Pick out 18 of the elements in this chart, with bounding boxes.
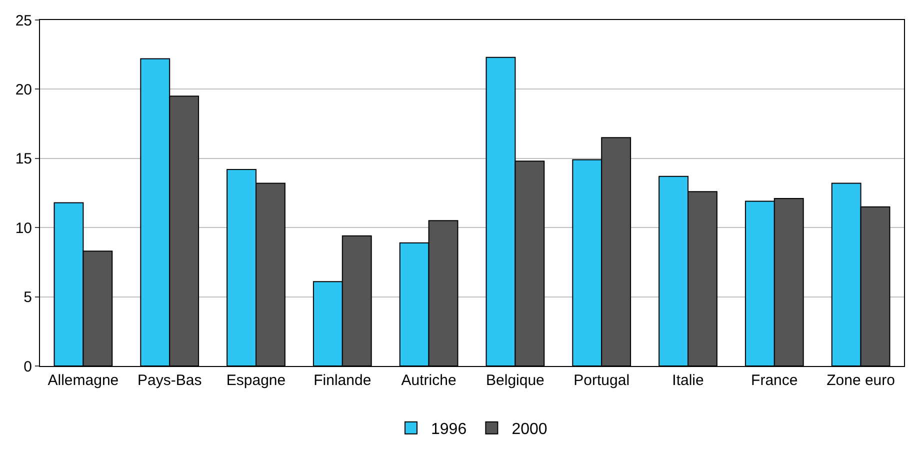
x-tick-label: Pays-Bas — [138, 372, 202, 389]
x-tick-label: Allemagne — [48, 372, 119, 389]
y-tick-label: 20 — [15, 81, 32, 98]
x-tick-label: Portugal — [574, 372, 630, 389]
y-tick-label: 10 — [15, 220, 32, 237]
x-tick-label: France — [751, 372, 798, 389]
legend-label: 2000 — [512, 421, 548, 438]
legend-label: 1996 — [431, 421, 467, 438]
x-tick-label: Belgique — [486, 372, 544, 389]
x-tick-label: Zone euro — [826, 372, 895, 389]
x-tick-label: Finlande — [314, 372, 372, 389]
y-tick-label: 0 — [24, 358, 32, 376]
y-tick-label: 15 — [15, 150, 32, 168]
y-tick-label: 5 — [24, 289, 32, 306]
x-tick-label: Italie — [672, 372, 704, 389]
y-tick-label: 25 — [15, 12, 32, 30]
x-tick-label: Autriche — [401, 372, 456, 389]
x-tick-label: Espagne — [226, 372, 286, 389]
